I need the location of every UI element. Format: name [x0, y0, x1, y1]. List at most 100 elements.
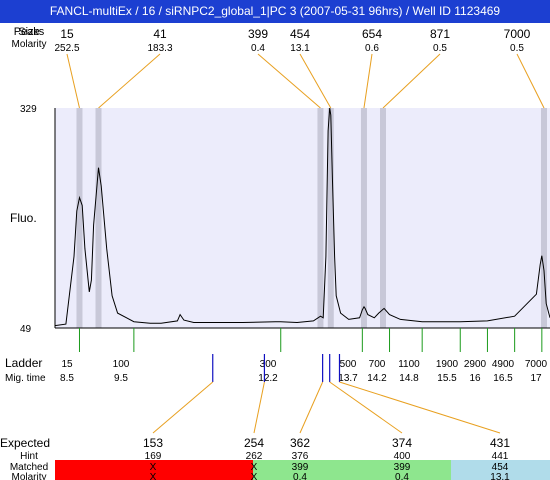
peak-connector-5 [382, 53, 441, 109]
matched-value-0: X [150, 462, 157, 473]
y-tick-min: 49 [20, 324, 32, 335]
molarity-header: Molarity [11, 39, 46, 50]
matched-value-1: X [251, 462, 258, 473]
match-bar-reference [451, 460, 550, 480]
expected-markers [212, 354, 341, 382]
expected-connector-4 [339, 381, 501, 434]
window-title: FANCL-multiEx / 16 / siRNPC2_global_1|PC… [0, 0, 550, 23]
peak-molarity-1: 183.3 [147, 43, 172, 54]
peak-size-3: 454 [290, 27, 310, 41]
matched-molarity-4: 13.1 [490, 472, 510, 480]
peak-molarity-3: 13.1 [290, 43, 310, 54]
peak-band-5 [380, 108, 387, 328]
ladder-mig-time-0: 8.5 [60, 373, 74, 384]
hint-value-3: 400 [394, 451, 411, 462]
matched-molarity-3: 0.4 [395, 472, 409, 480]
expected-value-2: 362 [290, 436, 310, 450]
hint-value-2: 376 [292, 451, 309, 462]
expected-value-4: 431 [490, 436, 510, 450]
match-color-bar [55, 460, 550, 480]
match-bar-matched [253, 460, 451, 480]
ladder-mig-time-8: 16.5 [493, 373, 513, 384]
peak-connector-3 [299, 53, 332, 109]
expected-value-0: 153 [143, 436, 163, 450]
peak-connector-0 [66, 53, 80, 109]
peak-band-6 [541, 108, 548, 328]
expected-connector-1 [253, 381, 265, 434]
peak-band-3 [327, 108, 334, 328]
ladder-size-8: 4900 [492, 359, 515, 370]
peak-labels: 15 252.5 41 183.3 399 0.4 454 13.1 654 0.6 871 0.5 7… [54, 27, 530, 54]
hint-value-4: 441 [492, 451, 509, 462]
peak-size-0: 15 [60, 27, 74, 41]
ladder-mig-time-7: 16 [469, 373, 481, 384]
peak-band-1 [95, 108, 102, 328]
ladder-size-7: 2900 [464, 359, 487, 370]
matched-molarity-2: 0.4 [293, 472, 307, 480]
ladder-mig-time-2: 12.2 [258, 373, 278, 384]
ladder-size-3: 500 [340, 359, 357, 370]
matched-molarity-0: X [150, 472, 157, 480]
peak-size-5: 871 [430, 27, 450, 41]
ladder-size-4: 700 [369, 359, 386, 370]
hint-value-1: 262 [246, 451, 263, 462]
matched-value-3: 399 [394, 462, 411, 473]
ladder-labels: 15 8.5 100 9.5 300 12.2 500 13.7 700 14.2 1100 14.8… [60, 359, 548, 384]
expected-labels: 153169XX254262XX3623763990.43744003990.4… [143, 436, 510, 480]
peak-connector-2 [257, 53, 321, 109]
ladder-size-6: 1900 [436, 359, 459, 370]
peak-size-6: 7000 [504, 27, 531, 41]
mig-time-label: Mig. time [5, 373, 46, 384]
fluorescence-trace [54, 107, 550, 327]
match-bar-unmatched [55, 460, 253, 480]
peak-connector-6 [516, 53, 545, 109]
peak-band-0 [76, 108, 83, 328]
matched-value-4: 454 [492, 462, 509, 473]
table-molarity-label: Molarity [11, 472, 46, 480]
expected-connector-3 [329, 381, 403, 434]
expected-connector-0 [152, 381, 214, 434]
peak-size-4: 654 [362, 27, 382, 41]
peak-molarity-2: 0.4 [251, 43, 265, 54]
ladder-label: Ladder [5, 356, 42, 370]
ladder-size-0: 15 [61, 359, 73, 370]
matched-molarity-1: X [251, 472, 258, 480]
peaks-header: Peaks [14, 26, 45, 38]
peak-size-2: 399 [248, 27, 268, 41]
ladder-mig-time-1: 9.5 [114, 373, 128, 384]
peak-connector-1 [98, 53, 161, 109]
expected-value-1: 254 [244, 436, 264, 450]
ladder-size-9: 7000 [525, 359, 548, 370]
expected-connector-2 [299, 381, 324, 434]
size-header: Size [18, 26, 39, 38]
peak-molarity-6: 0.5 [510, 43, 524, 54]
peak-size-1: 41 [153, 27, 167, 41]
ladder-mig-time-3: 13.7 [338, 373, 358, 384]
y-axis-label: Fluo. [10, 211, 37, 225]
y-tick-max: 329 [20, 104, 37, 115]
ladder-mig-time-5: 14.8 [399, 373, 419, 384]
peak-bands [76, 108, 548, 328]
peak-connector-4 [363, 53, 373, 109]
ladder-size-2: 300 [260, 359, 277, 370]
peak-band-2 [317, 108, 324, 328]
hint-value-0: 169 [145, 451, 162, 462]
ladder-mig-time-9: 17 [530, 373, 542, 384]
ladder-ticks [78, 328, 543, 352]
ladder-size-5: 1100 [398, 359, 420, 370]
matched-value-2: 399 [292, 462, 309, 473]
matched-label: Matched [10, 462, 48, 473]
plot-area [55, 108, 550, 328]
expected-value-3: 374 [392, 436, 412, 450]
ladder-size-1: 100 [113, 359, 130, 370]
expected-connectors [152, 381, 501, 434]
peak-molarity-5: 0.5 [433, 43, 447, 54]
expected-label: Expected [0, 436, 50, 450]
hint-label: Hint [20, 451, 38, 462]
ladder-mig-time-6: 15.5 [437, 373, 457, 384]
peak-molarity-0: 252.5 [54, 43, 79, 54]
peak-connectors [66, 53, 545, 109]
peak-molarity-4: 0.6 [365, 43, 379, 54]
peak-band-4 [360, 108, 367, 328]
